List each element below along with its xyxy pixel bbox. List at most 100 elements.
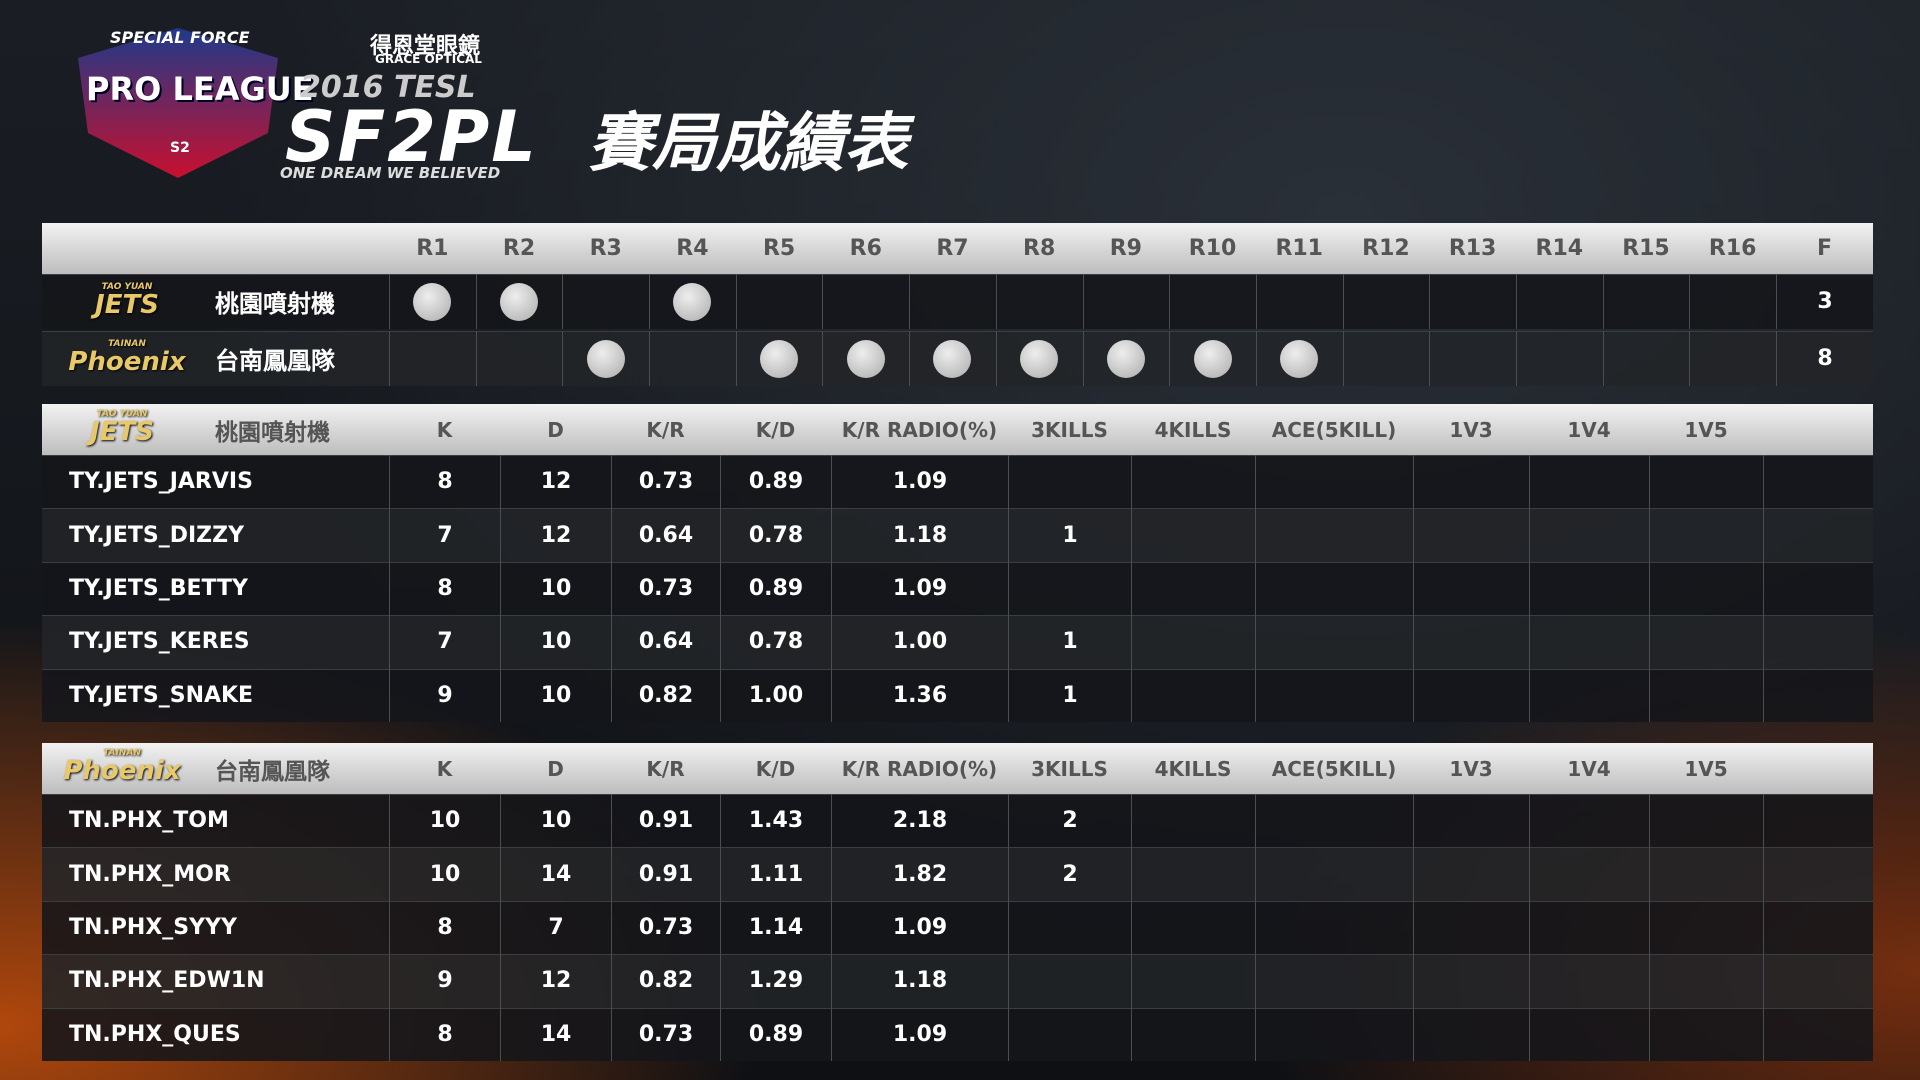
round-cell xyxy=(1169,331,1256,386)
round-cell xyxy=(1689,331,1776,386)
team-logo-caption: TAO YUAN xyxy=(101,282,153,292)
team-logo: Phoenix xyxy=(68,347,186,377)
stat-cell: 14 xyxy=(500,1007,611,1061)
event: 2016 TESL xyxy=(300,70,476,105)
stat-cell: 12 xyxy=(500,508,611,562)
stats-col-label: K/R xyxy=(646,417,685,442)
sponsor-english: GRACE OPTICAL xyxy=(375,52,482,66)
stat-cell: 0.91 xyxy=(611,847,720,901)
round-cell xyxy=(1082,331,1170,386)
stat-cell xyxy=(1008,954,1131,1008)
stat-cell xyxy=(1131,900,1255,955)
stat-cell xyxy=(1131,1007,1255,1061)
stats-col-label: 1V5 xyxy=(1684,756,1728,781)
stats-col-label: D xyxy=(547,756,564,781)
stat-cell xyxy=(1529,954,1649,1008)
stat-cell: 7 xyxy=(500,900,611,955)
win-dot xyxy=(1106,339,1145,378)
round-label: R6 xyxy=(849,236,882,261)
win-dot xyxy=(1280,339,1319,378)
stat-cell: 0.73 xyxy=(611,561,720,616)
final-label: F xyxy=(1816,236,1833,261)
stat-cell xyxy=(1649,847,1763,901)
round-cell xyxy=(1342,331,1430,386)
slogan: ONE DREAM WE BELIEVED xyxy=(280,164,501,182)
stat-cell xyxy=(1255,455,1413,509)
win-dot xyxy=(933,339,972,378)
round-cell xyxy=(562,274,649,329)
win-dot xyxy=(760,339,799,378)
stat-cell: 7 xyxy=(389,508,500,562)
round-label: R14 xyxy=(1535,236,1584,261)
player-name: TY.JETS_KERES xyxy=(69,629,250,655)
player-name: TY.JETS_SNAKE xyxy=(69,682,254,708)
stat-cell: 1 xyxy=(1008,668,1131,722)
stat-cell xyxy=(1763,954,1873,1008)
stat-cell: 0.73 xyxy=(611,455,720,509)
stat-cell xyxy=(1413,561,1529,616)
stat-cell xyxy=(1413,1007,1529,1061)
stat-cell xyxy=(1255,847,1413,901)
stat-cell: 0.73 xyxy=(611,1007,720,1061)
brand: SF2PL xyxy=(285,96,538,178)
round-cell xyxy=(1429,274,1516,329)
stat-cell xyxy=(1763,615,1873,669)
stat-cell xyxy=(1763,561,1873,616)
stat-cell xyxy=(1649,1007,1763,1061)
round-label: R3 xyxy=(589,236,622,261)
stat-cell: 0.82 xyxy=(611,954,720,1008)
team-logo: JETS xyxy=(95,290,159,320)
league-logo-main: PRO LEAGUE xyxy=(86,70,314,108)
round-cell xyxy=(649,274,736,329)
team-logo: Phoenix xyxy=(63,756,181,786)
stat-cell xyxy=(1413,900,1529,955)
stat-cell xyxy=(1255,1007,1413,1061)
stat-cell xyxy=(1649,615,1763,669)
player-row xyxy=(42,615,1873,669)
round-label: R13 xyxy=(1448,236,1497,261)
stat-cell xyxy=(1763,455,1873,509)
round-label: R9 xyxy=(1109,236,1142,261)
stat-cell xyxy=(1413,615,1529,669)
round-label: R7 xyxy=(936,236,969,261)
stat-cell xyxy=(1529,561,1649,616)
stat-cell xyxy=(1649,900,1763,955)
stat-cell: 1.09 xyxy=(831,561,1008,616)
stat-cell: 1.43 xyxy=(720,794,831,848)
round-cell xyxy=(562,331,649,386)
stat-cell: 0.89 xyxy=(720,561,831,616)
round-label: R4 xyxy=(676,236,709,261)
player-row xyxy=(42,794,1873,848)
round-cell xyxy=(735,274,823,329)
stats-col-label: D xyxy=(547,417,564,442)
stat-cell: 1.09 xyxy=(831,1007,1008,1061)
player-name: TN.PHX_EDW1N xyxy=(69,968,265,994)
stat-cell: 12 xyxy=(500,455,611,509)
round-cell xyxy=(995,274,1083,329)
stat-cell xyxy=(1413,508,1529,562)
stat-cell: 1.14 xyxy=(720,900,831,955)
player-row xyxy=(42,561,1873,616)
stat-cell: 1.18 xyxy=(831,954,1008,1008)
stats-col-label: ACE(5KILL) xyxy=(1271,417,1397,442)
stat-cell xyxy=(1008,900,1131,955)
round-cell xyxy=(1255,331,1343,386)
stat-cell: 0.78 xyxy=(720,615,831,669)
stat-cell xyxy=(1255,900,1413,955)
stat-cell xyxy=(1529,615,1649,669)
stat-cell xyxy=(1131,668,1255,722)
round-label: R8 xyxy=(1023,236,1056,261)
round-label: R12 xyxy=(1362,236,1410,261)
stat-cell xyxy=(1131,508,1255,562)
team-row xyxy=(42,274,1873,329)
win-dot xyxy=(1020,339,1059,378)
stat-cell: 0.64 xyxy=(611,508,720,562)
final-score: 3 xyxy=(1776,274,1873,329)
player-name: TN.PHX_MOR xyxy=(69,861,231,887)
stat-cell: 9 xyxy=(389,668,500,722)
stats-col-label: 4KILLS xyxy=(1154,756,1232,781)
stat-cell xyxy=(1255,954,1413,1008)
stats-team: 桃園噴射機 xyxy=(215,419,330,446)
stat-cell: 1.18 xyxy=(831,508,1008,562)
round-label: R5 xyxy=(762,236,796,261)
